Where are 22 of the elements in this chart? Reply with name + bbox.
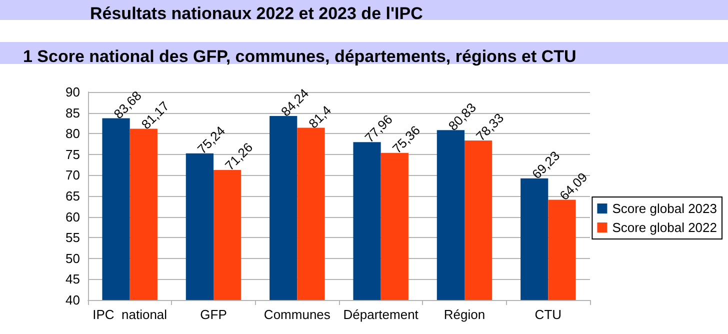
y-tick-label: 70	[66, 168, 80, 183]
x-tick-label: CTU	[534, 307, 562, 322]
y-tick-label: 80	[66, 126, 80, 142]
x-tick-label: Communes	[264, 307, 331, 322]
y-tick-label: 90	[66, 84, 80, 100]
x-tick-label: Département	[343, 307, 419, 322]
data-label: 81,4	[306, 102, 334, 132]
y-tick-label: 65	[66, 188, 80, 204]
y-tick-label: 50	[66, 250, 80, 266]
x-tick-label: GFP	[200, 307, 227, 322]
chart-title: Résultats nationaux 2022 et 2023 de l'IPC	[90, 4, 423, 23]
y-tick-label: 85	[66, 105, 80, 120]
y-tick-label: 60	[66, 209, 80, 224]
legend-label: Score global 2022	[612, 220, 718, 235]
y-tick-label: 40	[66, 292, 80, 308]
chart-subtitle: 1 Score national des GFP, communes, départements, régions et CTU	[23, 47, 576, 66]
legend-label: Score global 2023	[612, 201, 718, 216]
y-tick-label: 75	[66, 146, 80, 162]
x-tick-label: IPC national	[92, 307, 168, 322]
x-tick-label: Région	[444, 307, 486, 322]
y-tick-label: 45	[66, 272, 80, 287]
y-tick-label: 55	[66, 230, 80, 246]
